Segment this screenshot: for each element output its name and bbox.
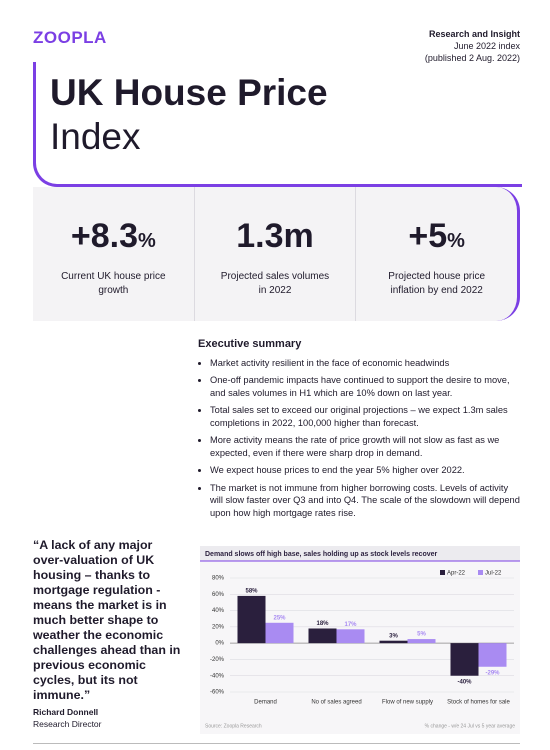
index-date: June 2022 index: [453, 41, 520, 51]
x-tick-label: Flow of new supply: [382, 700, 433, 706]
value-label: -29%: [485, 670, 500, 676]
bullet: One-off pandemic impacts have continued …: [210, 374, 520, 399]
bar: [308, 628, 337, 644]
chart-title-bar: [200, 546, 520, 561]
stat: +8.3% Current UK house price growth: [33, 187, 195, 321]
stat-unit: %: [138, 230, 156, 252]
bullet: More activity means the rate of price gr…: [210, 434, 520, 459]
y-tick-label: 40%: [212, 608, 225, 614]
summary: Executive summary Market activity resili…: [198, 338, 520, 524]
stat-number: +8.3: [70, 217, 138, 255]
y-tick-label: 60%: [212, 592, 225, 598]
x-tick-label: No of sales agreed: [311, 700, 361, 706]
stat-number: +5: [408, 217, 448, 255]
stat-label: Projected sales volumes in 2022: [220, 271, 330, 296]
bullet: We expect house prices to end the year 5…: [210, 464, 520, 477]
chart-source: Source: Zoopla Research: [205, 723, 262, 729]
bullet-list: Market activity resilient in the face of…: [198, 357, 520, 520]
stat-label: Projected house price inflation by end 2…: [388, 271, 486, 296]
title-frame: [33, 62, 522, 187]
value-label: 3%: [389, 633, 398, 639]
stat-value: 1.3m: [195, 217, 356, 256]
chart: Demand slows off high base, sales holdin…: [200, 546, 520, 734]
bar: [336, 629, 365, 644]
stat: 1.3m Projected sales volumes in 2022: [195, 187, 357, 321]
bar: [478, 643, 507, 667]
x-tick-label: Stock of homes for sale: [447, 700, 510, 706]
legend-label: Apr-22: [447, 571, 466, 577]
published: (published 2 Aug. 2022): [424, 53, 520, 63]
footer-rule: [33, 743, 520, 744]
value-label: 25%: [273, 615, 286, 621]
stat: +5% Projected house price inflation by en…: [356, 187, 517, 321]
bullet: The market is not immune from higher bor…: [210, 482, 520, 520]
bar: [450, 643, 479, 676]
value-label: 5%: [417, 632, 426, 638]
summary-heading: Executive summary: [198, 338, 302, 350]
bar: [237, 595, 266, 644]
legend-label: Jul-22: [485, 571, 502, 577]
bullet: Total sales set to exceed our original p…: [210, 404, 520, 429]
x-tick-label: Demand: [254, 700, 277, 706]
author-role: Research Director: [33, 719, 102, 729]
logo: zoopla: [33, 28, 107, 47]
legend-swatch: [440, 570, 445, 575]
author: Richard Donnell Research Director: [33, 706, 102, 730]
value-label: 17%: [344, 622, 357, 628]
stat-number: 1.3m: [236, 217, 314, 255]
stat-value: +5%: [356, 217, 517, 256]
title: Index: [50, 116, 141, 157]
y-tick-label: 0%: [215, 641, 224, 647]
value-label: 18%: [316, 621, 329, 627]
legend-swatch: [478, 570, 483, 575]
value-label: -40%: [457, 679, 472, 685]
y-tick-label: -60%: [210, 690, 225, 696]
header-info: Research and Insight June 2022 index (pu…: [425, 28, 520, 64]
stat-label: Current UK house price growth: [61, 271, 166, 296]
chart-note: % change - w/e 24 Jul vs 5 year average: [425, 723, 516, 729]
stats: +8.3% Current UK house price growth 1.3m Pr…: [33, 187, 520, 321]
bar: [265, 622, 294, 644]
y-tick-label: -20%: [210, 657, 225, 663]
quote: “A lack of any major over-valuation of U…: [33, 538, 181, 702]
bar: [407, 639, 436, 644]
stat-unit: %: [447, 230, 465, 252]
y-tick-label: 20%: [212, 624, 225, 630]
chart-title: Demand slows off high base, sales holdin…: [205, 551, 438, 558]
author-name: Richard Donnell: [33, 707, 99, 717]
y-tick-label: -40%: [210, 673, 225, 679]
bar: [379, 640, 408, 644]
bullet: Market activity resilient in the face of…: [210, 357, 520, 370]
kicker: Research and Insight: [428, 29, 520, 39]
y-tick-label: 80%: [212, 576, 225, 582]
stat-value: +8.3%: [33, 217, 194, 256]
title: UK House Price: [50, 72, 328, 113]
value-label: 58%: [245, 588, 258, 594]
